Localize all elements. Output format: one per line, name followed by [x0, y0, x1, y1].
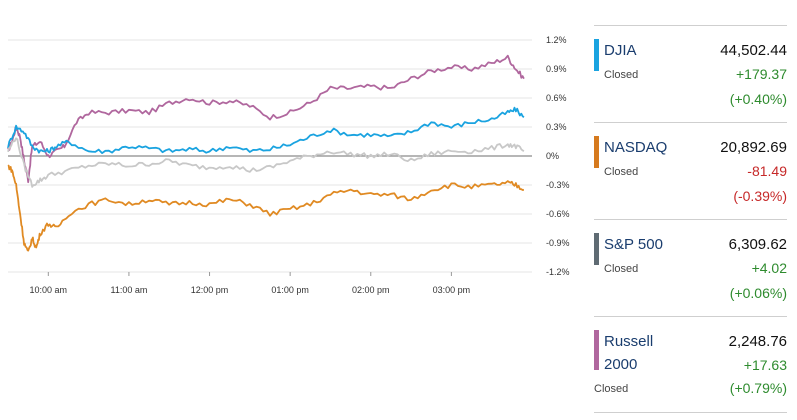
x-tick-label: 02:00 pm: [352, 285, 390, 295]
divider: [594, 316, 787, 317]
index-card-sp500[interactable]: S&P 500 6,309.62 Closed +4.02 (+0.06%): [594, 228, 787, 306]
color-bar: [594, 136, 599, 168]
index-change-percent: (+0.06%): [729, 285, 787, 301]
index-change: -81.49: [747, 163, 787, 179]
index-card-nasdaq[interactable]: NASDAQ 20,892.69 Closed -81.49 (-0.39%): [594, 131, 787, 209]
market-status: Closed: [604, 263, 639, 275]
divider: [594, 122, 787, 123]
index-card-djia[interactable]: DJIA 44,502.44 Closed +179.37 (+0.40%): [594, 34, 787, 112]
y-tick-label: 1.2%: [546, 35, 567, 45]
index-change: +179.37: [736, 66, 787, 82]
color-bar: [594, 39, 599, 71]
x-tick-label: 11:00 am: [110, 285, 147, 295]
index-name[interactable]: S&P 500: [604, 236, 663, 253]
x-tick-label: 01:00 pm: [271, 285, 309, 295]
series-line-sp500: [7, 137, 525, 188]
y-tick-label: 0%: [546, 151, 559, 161]
index-name-line2[interactable]: 2000: [604, 356, 638, 373]
index-price: 2,248.76: [728, 333, 787, 350]
y-tick-label: -1.2%: [546, 267, 570, 277]
market-status: Closed: [604, 69, 639, 81]
index-price: 6,309.62: [728, 236, 787, 253]
index-price: 44,502.44: [720, 42, 787, 59]
series-line-russell: [7, 54, 525, 184]
index-name[interactable]: DJIA: [604, 42, 637, 59]
index-change-percent: (+0.40%): [729, 91, 787, 107]
color-bar: [594, 233, 599, 265]
market-chart: 1.2% 0.9% 0.6% 0.3% 0% -0.3% -0.6% -0.9% -1.2% 10…: [7, 35, 570, 295]
x-tick-label: 10:00 am: [30, 285, 68, 295]
index-card-russell-2000[interactable]: Russell 2000 2,248.76 Closed +17.63 (+0.…: [594, 325, 787, 410]
index-name[interactable]: Russell: [604, 333, 654, 350]
color-bar: [594, 330, 599, 370]
x-tick-label: 12:00 pm: [191, 285, 229, 295]
market-status: Closed: [594, 383, 629, 395]
index-change: +4.02: [751, 260, 787, 276]
y-tick-label: 0.3%: [546, 122, 567, 132]
index-name[interactable]: NASDAQ: [604, 139, 668, 156]
series-line-djia: [7, 106, 525, 155]
divider: [594, 25, 787, 26]
indices-panel: DJIA 44,502.44 Closed +179.37 (+0.40%) N…: [594, 0, 787, 420]
y-tick-label: 0.6%: [546, 93, 567, 103]
index-change-percent: (+0.79%): [729, 380, 787, 396]
divider: [594, 219, 787, 220]
y-tick-label: -0.3%: [546, 180, 570, 190]
y-tick-label: -0.9%: [546, 238, 570, 248]
y-tick-label: 0.9%: [546, 64, 567, 74]
index-price: 20,892.69: [720, 139, 787, 156]
divider: [594, 412, 787, 413]
series-line-nasdaq: [7, 164, 525, 252]
y-tick-label: -0.6%: [546, 209, 570, 219]
index-change: +17.63: [743, 357, 787, 373]
index-change-percent: (-0.39%): [733, 188, 787, 204]
x-tick-label: 03:00 pm: [433, 285, 471, 295]
market-status: Closed: [604, 166, 639, 178]
